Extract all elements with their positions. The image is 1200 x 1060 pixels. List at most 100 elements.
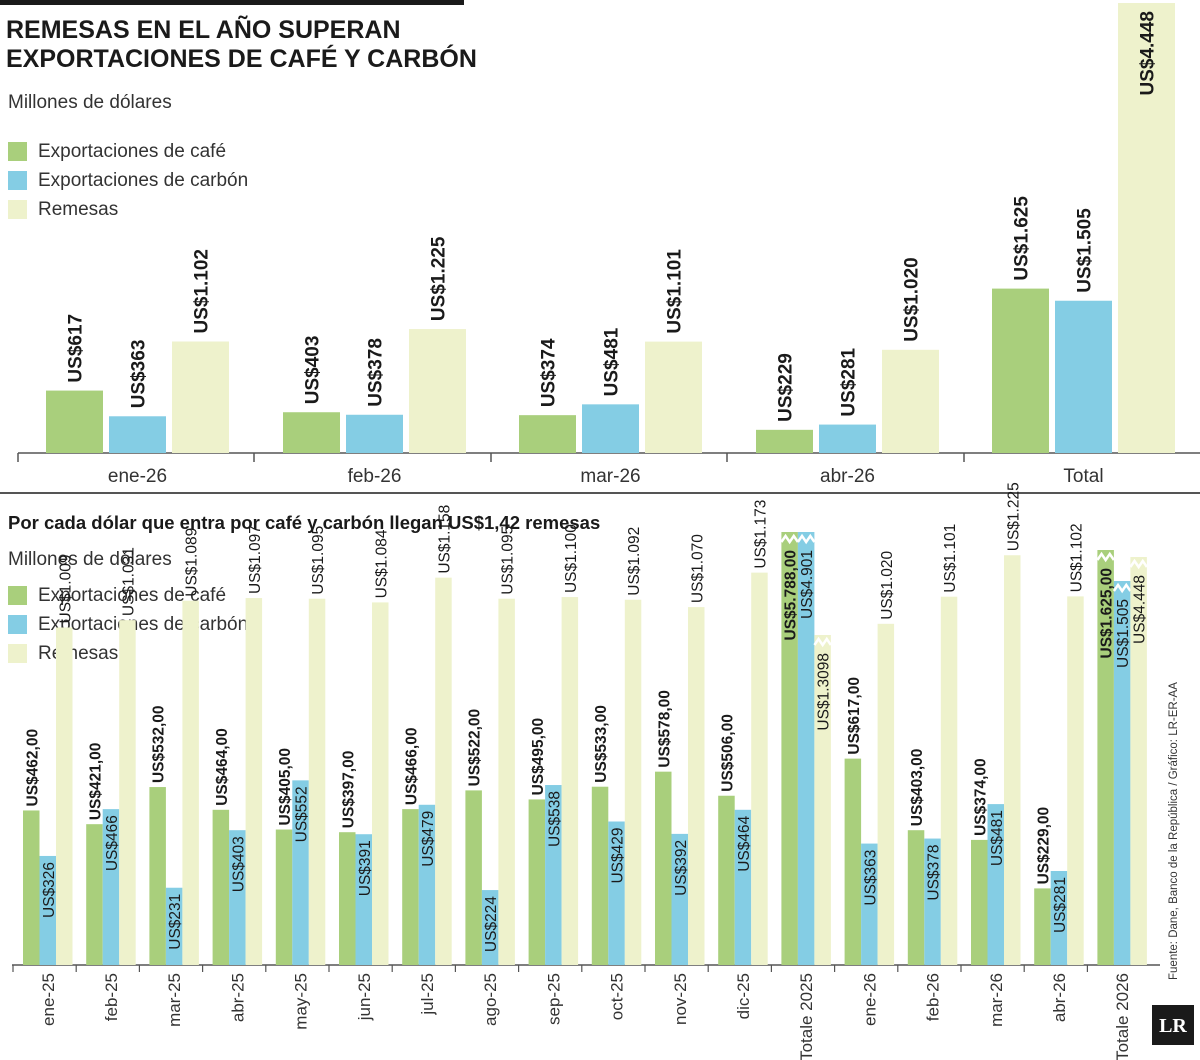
data-label-carbon-mar-26: US$481 bbox=[602, 327, 623, 396]
data-label-remesas-ene-26: US$1.020 bbox=[879, 550, 896, 619]
data-label-carbon-totale-2025: US$4.901 bbox=[799, 550, 816, 619]
title-line-1: REMESAS EN EL AÑO SUPERAN bbox=[6, 16, 401, 44]
data-label-cafe-mar-26: US$374 bbox=[539, 338, 560, 407]
data-label-remesas-oct-25: US$1.092 bbox=[626, 527, 643, 596]
legend-item-cafe-2: Exportaciones de café bbox=[8, 581, 248, 610]
data-label-carbon-dic-25: US$464 bbox=[736, 815, 753, 871]
bar-remesas-totale-2026 bbox=[1130, 557, 1147, 965]
data-label-cafe-abr-25: US$464,00 bbox=[214, 728, 231, 806]
bar-remesas-feb-26 bbox=[940, 596, 958, 965]
data-label-remesas-mar-26: US$1.101 bbox=[665, 249, 686, 334]
data-label-carbon-nov-25: US$392 bbox=[673, 840, 690, 896]
bar-cafe-abr-26 bbox=[756, 429, 813, 453]
bar-remesas-sep-25 bbox=[561, 597, 579, 965]
legend-swatch-remesas-2 bbox=[8, 644, 27, 663]
bar-carbon-nov-25 bbox=[671, 833, 688, 965]
data-label-carbon-ene-26: US$363 bbox=[129, 340, 150, 409]
data-label-remesas-abr-26: US$1.102 bbox=[1068, 523, 1085, 592]
legend-swatch-cafe-2 bbox=[8, 586, 27, 605]
bar-carbon-totale-2025 bbox=[797, 532, 815, 965]
bar-carbon-ene-26 bbox=[861, 843, 878, 965]
legend-label-remesas: Remesas bbox=[38, 198, 119, 220]
bar-carbon-ago-25 bbox=[481, 890, 499, 965]
data-label-carbon-total: US$1.505 bbox=[1075, 208, 1096, 293]
data-label-cafe-jun-25: US$397,00 bbox=[340, 751, 357, 829]
axis-break-mark bbox=[813, 636, 832, 648]
data-label-remesas-ene-25: US$1.009 bbox=[57, 555, 74, 624]
bar-remesas-dic-25 bbox=[751, 572, 768, 965]
lr-logo-text: LR bbox=[1159, 1015, 1187, 1037]
bar-cafe-may-25 bbox=[275, 829, 293, 965]
axis-break-mark bbox=[796, 533, 816, 545]
data-label-cafe-sep-25: US$495,00 bbox=[530, 718, 547, 796]
legend-item-carbon: Exportaciones de carbón bbox=[8, 166, 248, 195]
bar-cafe-mar-26 bbox=[519, 415, 576, 453]
bar-carbon-jul-25 bbox=[418, 804, 436, 965]
data-label-cafe-jul-25: US$466,00 bbox=[403, 728, 420, 806]
data-label-carbon-sep-25: US$538 bbox=[546, 791, 563, 847]
data-label-carbon-abr-26: US$281 bbox=[839, 347, 860, 416]
x-tick-label-feb-25: feb-25 bbox=[102, 973, 121, 1021]
title-line-2: EXPORTACIONES DE CAFÉ Y CARBÓN bbox=[6, 45, 477, 73]
data-label-cafe-total: US$1.625 bbox=[1012, 196, 1033, 281]
axis-break-mark bbox=[1096, 551, 1115, 563]
bar-remesas-ene-26 bbox=[877, 623, 895, 965]
data-label-remesas-jul-25: US$1.158 bbox=[436, 505, 453, 574]
bar-cafe-feb-25 bbox=[86, 824, 103, 965]
x-tick-label-feb-26: feb-26 bbox=[924, 973, 943, 1021]
data-label-cafe-dic-25: US$506,00 bbox=[719, 714, 736, 792]
bar-cafe-jun-25 bbox=[339, 832, 356, 965]
bar-carbon-sep-25 bbox=[545, 785, 562, 965]
data-label-remesas-jun-25: US$1.084 bbox=[373, 529, 390, 598]
bar-remesas-totale-2025 bbox=[814, 635, 831, 965]
bar-remesas-ene-26 bbox=[172, 341, 229, 453]
bar-remesas-total bbox=[1118, 3, 1175, 453]
x-tick-label-abr-25: abr-25 bbox=[228, 973, 247, 1022]
data-label-cafe-totale-2025: US$5.788,00 bbox=[783, 550, 800, 641]
data-label-cafe-mar-25: US$532,00 bbox=[151, 705, 168, 783]
x-tick-label-mar-26: mar-26 bbox=[987, 973, 1006, 1027]
data-label-remesas-total: US$4.448 bbox=[1138, 11, 1159, 96]
x-tick-label-feb-26: feb-26 bbox=[348, 466, 402, 487]
bar-carbon-may-25 bbox=[292, 780, 309, 965]
bar-remesas-feb-25 bbox=[119, 620, 136, 965]
data-label-cafe-oct-25: US$533,00 bbox=[593, 705, 610, 783]
x-tick-label-totale-2026: Totale 2026 bbox=[1113, 973, 1132, 1060]
x-tick-label-ene-25: ene-25 bbox=[39, 973, 58, 1026]
bar-cafe-ene-26 bbox=[844, 758, 862, 965]
bar-remesas-jun-25 bbox=[372, 602, 389, 965]
data-label-cafe-ene-26: US$617,00 bbox=[846, 677, 863, 755]
bar-cafe-oct-25 bbox=[591, 786, 609, 965]
x-tick-label-totale-2025: Totale 2025 bbox=[797, 973, 816, 1060]
data-label-cafe-ago-25: US$522,00 bbox=[467, 709, 484, 787]
bar-remesas-abr-25 bbox=[245, 598, 263, 965]
data-label-cafe-feb-26: US$403,00 bbox=[909, 749, 926, 827]
x-tick-label-abr-26: abr-26 bbox=[820, 466, 875, 487]
data-label-remesas-abr-25: US$1.097 bbox=[247, 525, 264, 594]
data-label-remesas-feb-25: US$1.031 bbox=[120, 547, 137, 616]
data-label-cafe-totale-2026: US$1.625,00 bbox=[1099, 568, 1116, 659]
x-tick-label-may-25: may-25 bbox=[292, 973, 311, 1030]
bar-carbon-total bbox=[1055, 300, 1112, 453]
bar-carbon-oct-25 bbox=[608, 821, 625, 965]
data-label-carbon-jun-25: US$391 bbox=[357, 840, 374, 896]
bar-carbon-feb-25 bbox=[102, 809, 120, 965]
chart-subtitle: Por cada dólar que entra por café y carb… bbox=[8, 512, 601, 533]
x-tick-label-oct-25: oct-25 bbox=[608, 973, 627, 1020]
data-label-cafe-nov-25: US$578,00 bbox=[656, 690, 673, 768]
x-tick-label-ene-26: ene-26 bbox=[108, 466, 167, 487]
chart-monthly-2026: US$617 US$363 US$1.102 ene-26 US$403 US$378 US… bbox=[17, 3, 1200, 487]
data-label-carbon-totale-2026: US$1.505 bbox=[1115, 599, 1132, 668]
bar-cafe-sep-25 bbox=[528, 799, 546, 965]
data-label-remesas-totale-2026: US$4.448 bbox=[1132, 575, 1149, 644]
data-label-carbon-abr-26: US$281 bbox=[1052, 877, 1069, 933]
x-tick-label-jul-25: jul-25 bbox=[418, 973, 437, 1016]
bar-remesas-ago-25 bbox=[498, 598, 515, 965]
bar-cafe-feb-26 bbox=[283, 412, 340, 453]
bar-cafe-feb-26 bbox=[907, 830, 925, 965]
bar-cafe-totale-2025 bbox=[781, 532, 798, 965]
data-label-remesas-abr-26: US$1.020 bbox=[902, 257, 923, 342]
bar-carbon-totale-2026 bbox=[1113, 581, 1131, 965]
x-tick-label-mar-26: mar-26 bbox=[580, 466, 640, 487]
bar-remesas-abr-26 bbox=[882, 349, 939, 453]
